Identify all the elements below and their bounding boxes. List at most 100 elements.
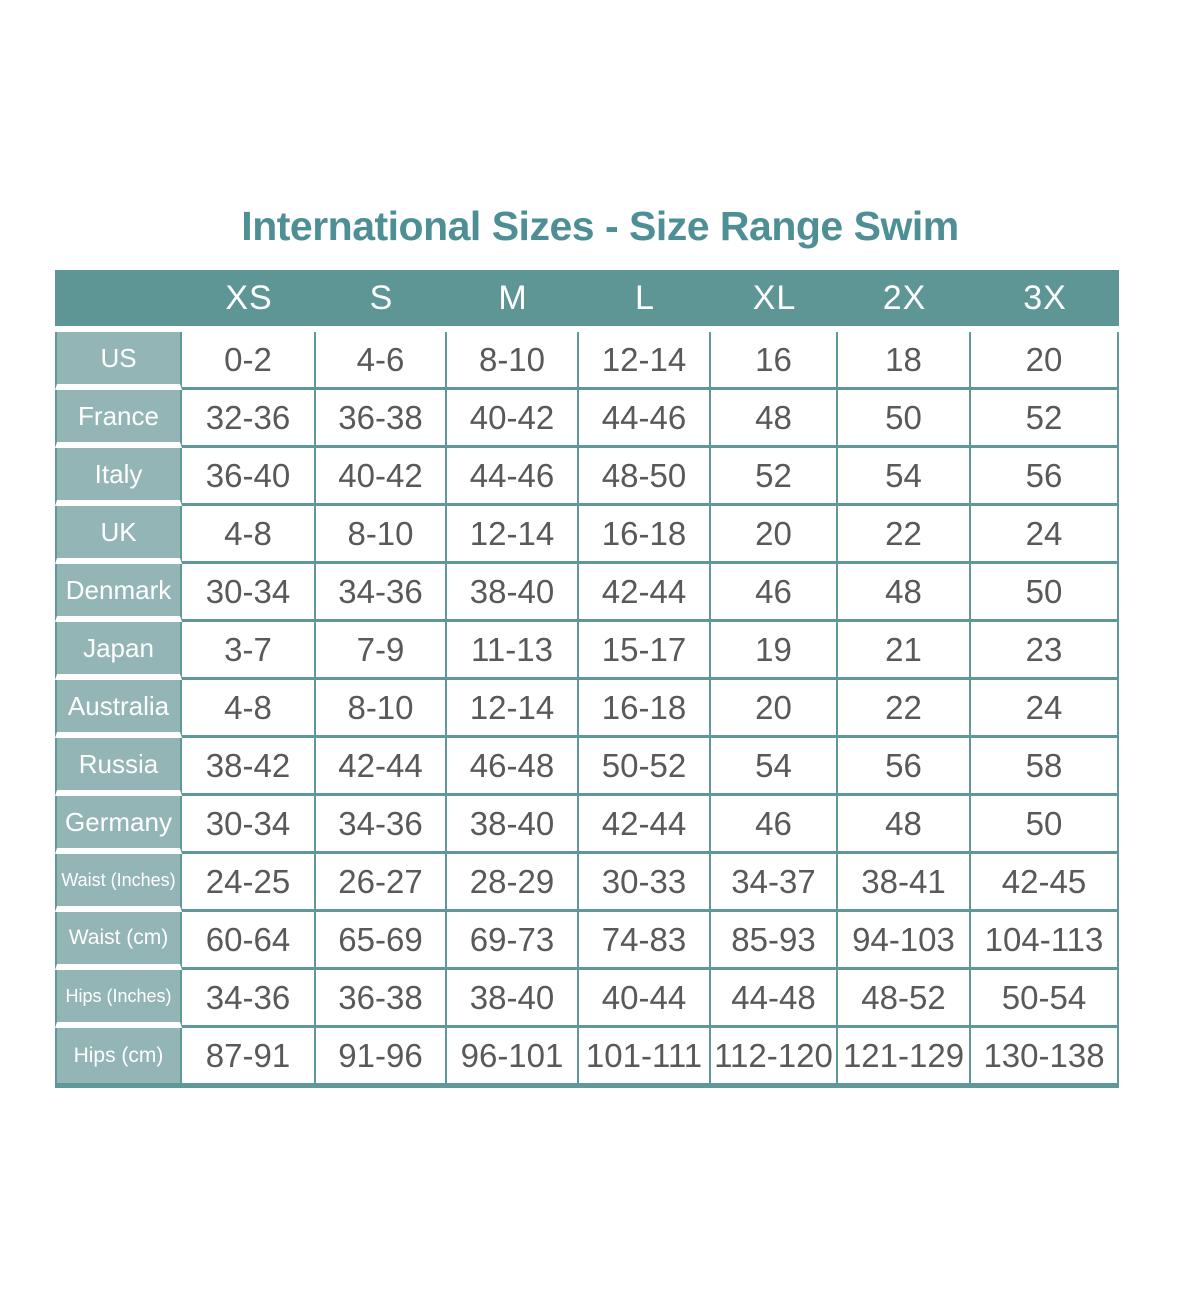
size-value-cell: 130-138 <box>971 1028 1119 1088</box>
size-value-cell: 42-44 <box>579 796 711 854</box>
size-value-cell: 12-14 <box>579 332 711 390</box>
size-value-cell: 44-46 <box>447 448 579 506</box>
table-row: Australia 4-8 8-10 12-14 16-18 20 22 24 <box>55 680 1119 738</box>
size-column-header: XL <box>711 270 838 332</box>
row-label-italy: Italy <box>55 448 182 506</box>
size-value-cell: 46 <box>711 796 838 854</box>
size-value-cell: 58 <box>971 738 1119 796</box>
table-row: Waist (Inches) 24-25 26-27 28-29 30-33 34-37 3… <box>55 854 1119 912</box>
size-column-header: L <box>579 270 711 332</box>
size-value-cell: 16-18 <box>579 506 711 564</box>
size-value-cell: 87-91 <box>182 1028 316 1088</box>
size-value-cell: 74-83 <box>579 912 711 970</box>
row-label-uk: UK <box>55 506 182 564</box>
size-value-cell: 52 <box>971 390 1119 448</box>
size-value-cell: 30-34 <box>182 564 316 622</box>
size-value-cell: 38-40 <box>447 796 579 854</box>
size-value-cell: 28-29 <box>447 854 579 912</box>
size-value-cell: 38-41 <box>838 854 971 912</box>
size-value-cell: 19 <box>711 622 838 680</box>
table-row: Italy 36-40 40-42 44-46 48-50 52 54 56 <box>55 448 1119 506</box>
size-value-cell: 16 <box>711 332 838 390</box>
size-value-cell: 32-36 <box>182 390 316 448</box>
size-value-cell: 16-18 <box>579 680 711 738</box>
size-column-header: 3X <box>971 270 1119 332</box>
corner-header-cell <box>55 270 182 332</box>
size-value-cell: 20 <box>711 506 838 564</box>
size-value-cell: 26-27 <box>316 854 447 912</box>
size-value-cell: 101-111 <box>579 1028 711 1088</box>
size-value-cell: 40-42 <box>316 448 447 506</box>
row-label-hips-cm: Hips (cm) <box>55 1028 182 1088</box>
size-value-cell: 34-37 <box>711 854 838 912</box>
size-value-cell: 8-10 <box>316 506 447 564</box>
size-value-cell: 104-113 <box>971 912 1119 970</box>
size-value-cell: 60-64 <box>182 912 316 970</box>
row-label-waist-cm: Waist (cm) <box>55 912 182 970</box>
size-value-cell: 44-46 <box>579 390 711 448</box>
table-row: Russia 38-42 42-44 46-48 50-52 54 56 58 <box>55 738 1119 796</box>
size-value-cell: 42-45 <box>971 854 1119 912</box>
size-value-cell: 22 <box>838 506 971 564</box>
size-value-cell: 48 <box>711 390 838 448</box>
size-value-cell: 12-14 <box>447 506 579 564</box>
size-value-cell: 56 <box>838 738 971 796</box>
row-label-japan: Japan <box>55 622 182 680</box>
size-value-cell: 40-44 <box>579 970 711 1028</box>
table-row: Hips (cm) 87-91 91-96 96-101 101-111 112-120 1… <box>55 1028 1119 1088</box>
table-row: Waist (cm) 60-64 65-69 69-73 74-83 85-93 94-10… <box>55 912 1119 970</box>
table-row: Japan 3-7 7-9 11-13 15-17 19 21 23 <box>55 622 1119 680</box>
size-value-cell: 48 <box>838 564 971 622</box>
size-value-cell: 34-36 <box>316 796 447 854</box>
row-label-hips-inches: Hips (Inches) <box>55 970 182 1028</box>
size-value-cell: 56 <box>971 448 1119 506</box>
size-column-header: M <box>447 270 579 332</box>
table-row: US 0-2 4-6 8-10 12-14 16 18 20 <box>55 332 1119 390</box>
size-value-cell: 11-13 <box>447 622 579 680</box>
size-value-cell: 34-36 <box>182 970 316 1028</box>
size-value-cell: 50 <box>971 796 1119 854</box>
size-value-cell: 8-10 <box>316 680 447 738</box>
size-value-cell: 121-129 <box>838 1028 971 1088</box>
international-sizes-table: XS S M L XL 2X 3X US 0-2 4-6 8-10 12-14 16 18 20 Franc… <box>55 270 1119 1088</box>
size-value-cell: 42-44 <box>316 738 447 796</box>
table-row: Denmark 30-34 34-36 38-40 42-44 46 48 50 <box>55 564 1119 622</box>
size-value-cell: 42-44 <box>579 564 711 622</box>
size-value-cell: 69-73 <box>447 912 579 970</box>
size-value-cell: 36-40 <box>182 448 316 506</box>
size-value-cell: 18 <box>838 332 971 390</box>
size-value-cell: 12-14 <box>447 680 579 738</box>
size-value-cell: 20 <box>971 332 1119 390</box>
row-label-waist-inches: Waist (Inches) <box>55 854 182 912</box>
size-value-cell: 34-36 <box>316 564 447 622</box>
row-label-france: France <box>55 390 182 448</box>
size-column-header: XS <box>182 270 316 332</box>
size-value-cell: 38-42 <box>182 738 316 796</box>
table-row: Hips (Inches) 34-36 36-38 38-40 40-44 44-48 48… <box>55 970 1119 1028</box>
size-value-cell: 4-8 <box>182 680 316 738</box>
table-row: UK 4-8 8-10 12-14 16-18 20 22 24 <box>55 506 1119 564</box>
size-value-cell: 65-69 <box>316 912 447 970</box>
size-value-cell: 3-7 <box>182 622 316 680</box>
size-value-cell: 38-40 <box>447 564 579 622</box>
size-value-cell: 94-103 <box>838 912 971 970</box>
table-row: France 32-36 36-38 40-42 44-46 48 50 52 <box>55 390 1119 448</box>
size-value-cell: 30-34 <box>182 796 316 854</box>
size-value-cell: 7-9 <box>316 622 447 680</box>
size-value-cell: 48 <box>838 796 971 854</box>
size-value-cell: 112-120 <box>711 1028 838 1088</box>
size-value-cell: 85-93 <box>711 912 838 970</box>
size-value-cell: 21 <box>838 622 971 680</box>
table-row: Germany 30-34 34-36 38-40 42-44 46 48 50 <box>55 796 1119 854</box>
size-value-cell: 30-33 <box>579 854 711 912</box>
size-column-header: S <box>316 270 447 332</box>
page-title: International Sizes - Size Range Swim <box>241 203 959 249</box>
size-value-cell: 15-17 <box>579 622 711 680</box>
size-value-cell: 0-2 <box>182 332 316 390</box>
row-label-australia: Australia <box>55 680 182 738</box>
size-value-cell: 4-8 <box>182 506 316 564</box>
size-value-cell: 52 <box>711 448 838 506</box>
size-value-cell: 24 <box>971 506 1119 564</box>
size-value-cell: 22 <box>838 680 971 738</box>
size-value-cell: 50-52 <box>579 738 711 796</box>
